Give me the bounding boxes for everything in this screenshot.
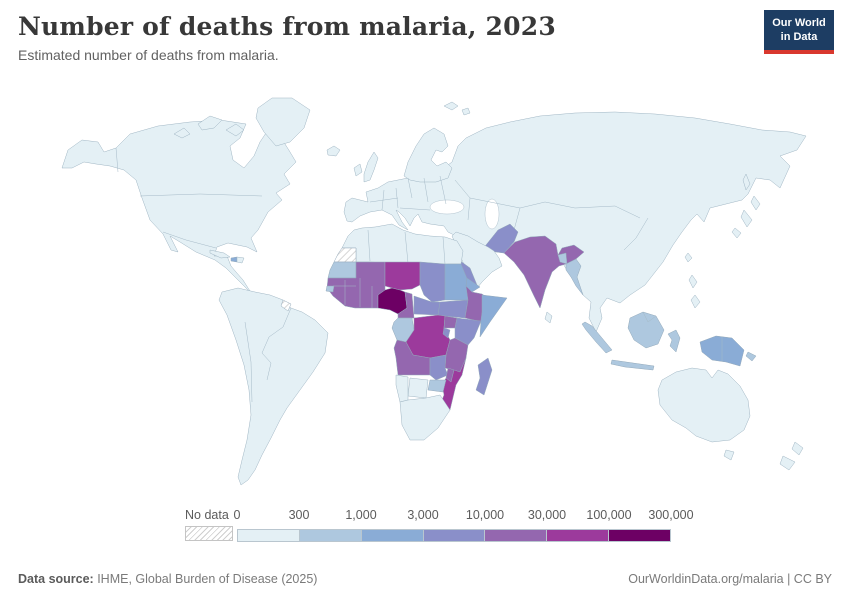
island-tasmania[interactable]	[723, 449, 735, 461]
legend-bin-2[interactable]	[361, 529, 424, 542]
country-nigeria[interactable]	[377, 287, 408, 315]
legend-bin-0[interactable]	[237, 529, 300, 542]
country-somalia[interactable]	[479, 294, 508, 338]
no-data-swatch[interactable]	[185, 526, 233, 541]
country-indonesia-java[interactable]	[610, 359, 655, 371]
chart-subtitle: Estimated number of deaths from malaria.	[18, 47, 279, 63]
legend-no-data[interactable]: No data	[185, 508, 233, 541]
legend-tick-label: 10,000	[465, 508, 505, 522]
country-philippines[interactable]	[688, 274, 701, 309]
border-us-mexico	[162, 231, 217, 249]
border-europe-2	[369, 197, 431, 211]
country-taiwan[interactable]	[684, 252, 693, 263]
border-west-africa	[333, 278, 373, 308]
map-svg	[61, 97, 807, 486]
chart-title: Number of deaths from malaria, 2023	[18, 12, 556, 41]
island-borneo[interactable]	[627, 311, 665, 349]
country-japan[interactable]	[731, 195, 761, 239]
arctic-island[interactable]	[173, 127, 191, 139]
country-french-guiana[interactable]	[280, 299, 292, 312]
country-chad[interactable]	[419, 261, 446, 303]
country-south-africa[interactable]	[399, 394, 451, 441]
border-north-africa	[367, 229, 446, 265]
country-western-sahara[interactable]	[333, 247, 357, 263]
legend-bin-6[interactable]	[609, 529, 672, 542]
legend-color-bins	[237, 529, 672, 542]
country-new-zealand[interactable]	[779, 441, 804, 471]
arctic-island[interactable]	[225, 123, 245, 137]
no-data-label: No data	[185, 508, 229, 522]
country-pakistan[interactable]	[481, 223, 519, 254]
country-north-america[interactable]	[61, 119, 297, 295]
border-andes	[244, 321, 253, 403]
black-sea	[429, 199, 465, 215]
country-madagascar[interactable]	[475, 357, 493, 396]
border-russia-south	[454, 179, 641, 219]
caspian-sea	[484, 198, 500, 230]
region-eurasia[interactable]	[343, 111, 807, 333]
island-sulawesi[interactable]	[667, 329, 681, 353]
islands-svalbard[interactable]	[443, 101, 471, 116]
country-ireland[interactable]	[353, 163, 363, 177]
legend-tick-label: 1,000	[345, 508, 377, 522]
legend-tick-label: 100,000	[586, 508, 632, 522]
country-australia[interactable]	[657, 367, 751, 443]
country-guinea-bissau[interactable]	[325, 285, 335, 293]
country-botswana[interactable]	[407, 377, 429, 399]
region-scandinavia[interactable]	[403, 127, 453, 183]
country-dominican-republic[interactable]	[236, 256, 245, 264]
owid-logo-line2: in Data	[780, 31, 818, 44]
legend-tick-label: 300	[288, 508, 310, 522]
datasource-value: IHME, Global Burden of Disease (2025)	[93, 572, 318, 586]
border-alaska-canada	[115, 147, 119, 173]
country-sri-lanka[interactable]	[544, 311, 553, 324]
legend-tick-label: 30,000	[527, 508, 567, 522]
country-greenland[interactable]	[255, 97, 311, 147]
country-cuba[interactable]	[209, 249, 231, 259]
owid-logo[interactable]: Our World in Data	[764, 10, 834, 54]
country-united-kingdom[interactable]	[363, 151, 379, 183]
chart-footer: Data source: IHME, Global Burden of Dise…	[18, 572, 832, 586]
legend-tick-label: 0	[233, 508, 241, 522]
border-brazil	[261, 307, 292, 381]
legend-colorbar: 0 300 1,000 3,000 10,000 30,000 100,000 300,000	[233, 508, 694, 542]
legend-tick-labels: 0 300 1,000 3,000 10,000 30,000 100,000 300,000	[233, 508, 694, 525]
region-rwanda-burundi[interactable]	[442, 327, 451, 339]
country-south-sudan[interactable]	[437, 299, 469, 319]
legend-bin-5[interactable]	[547, 529, 610, 542]
country-indonesia-sumatra[interactable]	[581, 321, 613, 354]
country-myanmar[interactable]	[565, 258, 584, 296]
island-new-britain[interactable]	[745, 351, 757, 362]
country-iceland[interactable]	[326, 145, 341, 157]
legend-bin-1[interactable]	[299, 529, 362, 542]
footer-link[interactable]: OurWorldinData.org/malaria | CC BY	[628, 572, 832, 586]
country-namibia[interactable]	[395, 374, 409, 403]
arctic-island[interactable]	[197, 115, 223, 131]
world-choropleth-map	[0, 90, 850, 510]
country-south-america[interactable]	[218, 287, 329, 486]
legend-tick-label: 300,000	[648, 508, 694, 522]
island-sakhalin[interactable]	[742, 173, 751, 191]
country-mauritania[interactable]	[327, 261, 357, 279]
datasource-label: Data source:	[18, 572, 94, 586]
datasource-text: Data source: IHME, Global Burden of Dise…	[18, 572, 317, 586]
legend-bin-3[interactable]	[423, 529, 486, 542]
legend-tick-label: 3,000	[407, 508, 439, 522]
chart-header: Number of deaths from malaria, 2023 Esti…	[18, 12, 740, 63]
owid-logo-line1: Our World	[772, 17, 826, 29]
country-haiti[interactable]	[230, 256, 238, 263]
country-niger[interactable]	[384, 261, 421, 291]
country-zimbabwe[interactable]	[427, 379, 447, 393]
country-uganda[interactable]	[443, 315, 458, 329]
legend-bin-4[interactable]	[485, 529, 548, 542]
border-malaysia-borneo	[642, 311, 657, 323]
border-canada-us	[139, 193, 263, 197]
